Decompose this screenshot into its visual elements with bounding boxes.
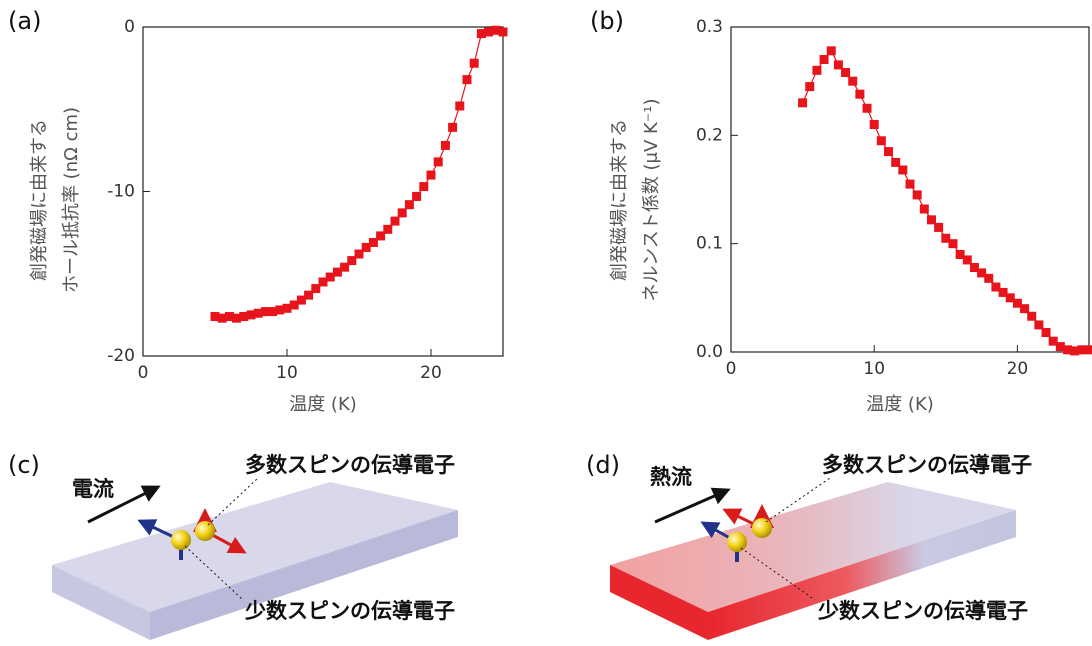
data-point bbox=[863, 104, 872, 113]
data-point bbox=[470, 59, 479, 68]
plot-frame bbox=[731, 27, 1089, 352]
flow-label: 熱流 bbox=[650, 465, 692, 489]
data-point bbox=[877, 136, 886, 145]
flow-arrow bbox=[655, 490, 728, 522]
x-axis-label: 温度 (K) bbox=[866, 394, 934, 415]
data-point bbox=[870, 120, 879, 129]
data-point bbox=[948, 239, 957, 248]
x-tick-label: 20 bbox=[1007, 359, 1029, 379]
diagram: (c) 電流 多数スピンの伝導電子 少数スピンの伝導電子 bbox=[8, 451, 458, 640]
y-tick-label: -10 bbox=[107, 182, 135, 202]
data-point bbox=[383, 225, 392, 234]
data-point bbox=[898, 166, 907, 175]
data-point bbox=[499, 27, 508, 36]
data-point bbox=[1027, 312, 1036, 321]
y-tick-label: 0.3 bbox=[696, 17, 723, 37]
data-point bbox=[920, 205, 929, 214]
data-point bbox=[798, 98, 807, 107]
x-tick-label: 10 bbox=[863, 359, 885, 379]
data-point bbox=[934, 223, 943, 232]
y-tick-label: 0.1 bbox=[696, 234, 723, 254]
data-point bbox=[812, 66, 821, 75]
x-tick-label: 0 bbox=[726, 359, 737, 379]
data-line bbox=[215, 30, 503, 318]
plot-frame bbox=[143, 27, 503, 356]
x-tick-label: 20 bbox=[420, 363, 442, 383]
data-point bbox=[398, 208, 407, 217]
y-axis-label: 創発磁場に由来する bbox=[29, 119, 50, 281]
y-tick-label: 0.0 bbox=[696, 342, 723, 362]
data-point bbox=[1085, 345, 1092, 354]
y-tick-label: 0 bbox=[124, 17, 135, 37]
spin-label: 少数スピンの伝導電子 bbox=[817, 599, 1028, 623]
diagram: (d) 熱流 多数スピンの伝導電子 少数スピンの伝導電子 bbox=[586, 451, 1032, 640]
data-point bbox=[455, 101, 464, 110]
data-point bbox=[848, 77, 857, 86]
spin-label: 多数スピンの伝導電子 bbox=[822, 453, 1032, 477]
data-point bbox=[805, 82, 814, 91]
y-tick-label: 0.2 bbox=[696, 125, 723, 145]
electron bbox=[195, 521, 215, 541]
figure: (a) (b) 温度 (K) 温度 (K) 創発磁場に由来する ホール抵抗率 (… bbox=[0, 0, 1092, 646]
panel-label: (d) bbox=[586, 451, 620, 479]
x-axis-label: 温度 (K) bbox=[289, 394, 357, 415]
x-tick-label: 0 bbox=[138, 363, 149, 383]
spin-label: 少数スピンの伝導電子 bbox=[244, 599, 455, 623]
electron bbox=[171, 530, 191, 550]
panel-label: (b) bbox=[590, 7, 624, 35]
electron bbox=[752, 518, 772, 538]
data-point bbox=[412, 192, 421, 201]
data-point bbox=[984, 274, 993, 283]
data-point bbox=[405, 200, 414, 209]
data-point bbox=[427, 171, 436, 180]
data-point bbox=[463, 75, 472, 84]
data-point bbox=[827, 46, 836, 55]
y-tick-label: -20 bbox=[107, 346, 135, 366]
data-point bbox=[448, 123, 457, 132]
data-point bbox=[820, 55, 829, 64]
data-point bbox=[913, 190, 922, 199]
flow-label: 電流 bbox=[72, 477, 114, 501]
y-axis-label: ネルンスト係数 (μV K⁻¹) bbox=[641, 98, 662, 301]
data-point bbox=[884, 147, 893, 156]
data-point bbox=[419, 182, 428, 191]
data-point bbox=[906, 180, 915, 189]
data-line bbox=[803, 51, 1089, 351]
spin-label: 多数スピンの伝導電子 bbox=[245, 453, 455, 477]
data-point bbox=[391, 217, 400, 226]
data-point bbox=[1042, 328, 1051, 337]
panel-label: (a) bbox=[8, 7, 41, 35]
y-axis-label: ホール抵抗率 (nΩ cm) bbox=[61, 107, 82, 293]
x-tick-label: 10 bbox=[276, 363, 298, 383]
y-axis-label: 創発磁場に由来する bbox=[609, 119, 630, 281]
data-point bbox=[434, 157, 443, 166]
data-point bbox=[841, 68, 850, 77]
data-point bbox=[855, 90, 864, 99]
panel-label: (c) bbox=[8, 451, 40, 479]
electron bbox=[727, 532, 747, 552]
data-point bbox=[441, 141, 450, 150]
